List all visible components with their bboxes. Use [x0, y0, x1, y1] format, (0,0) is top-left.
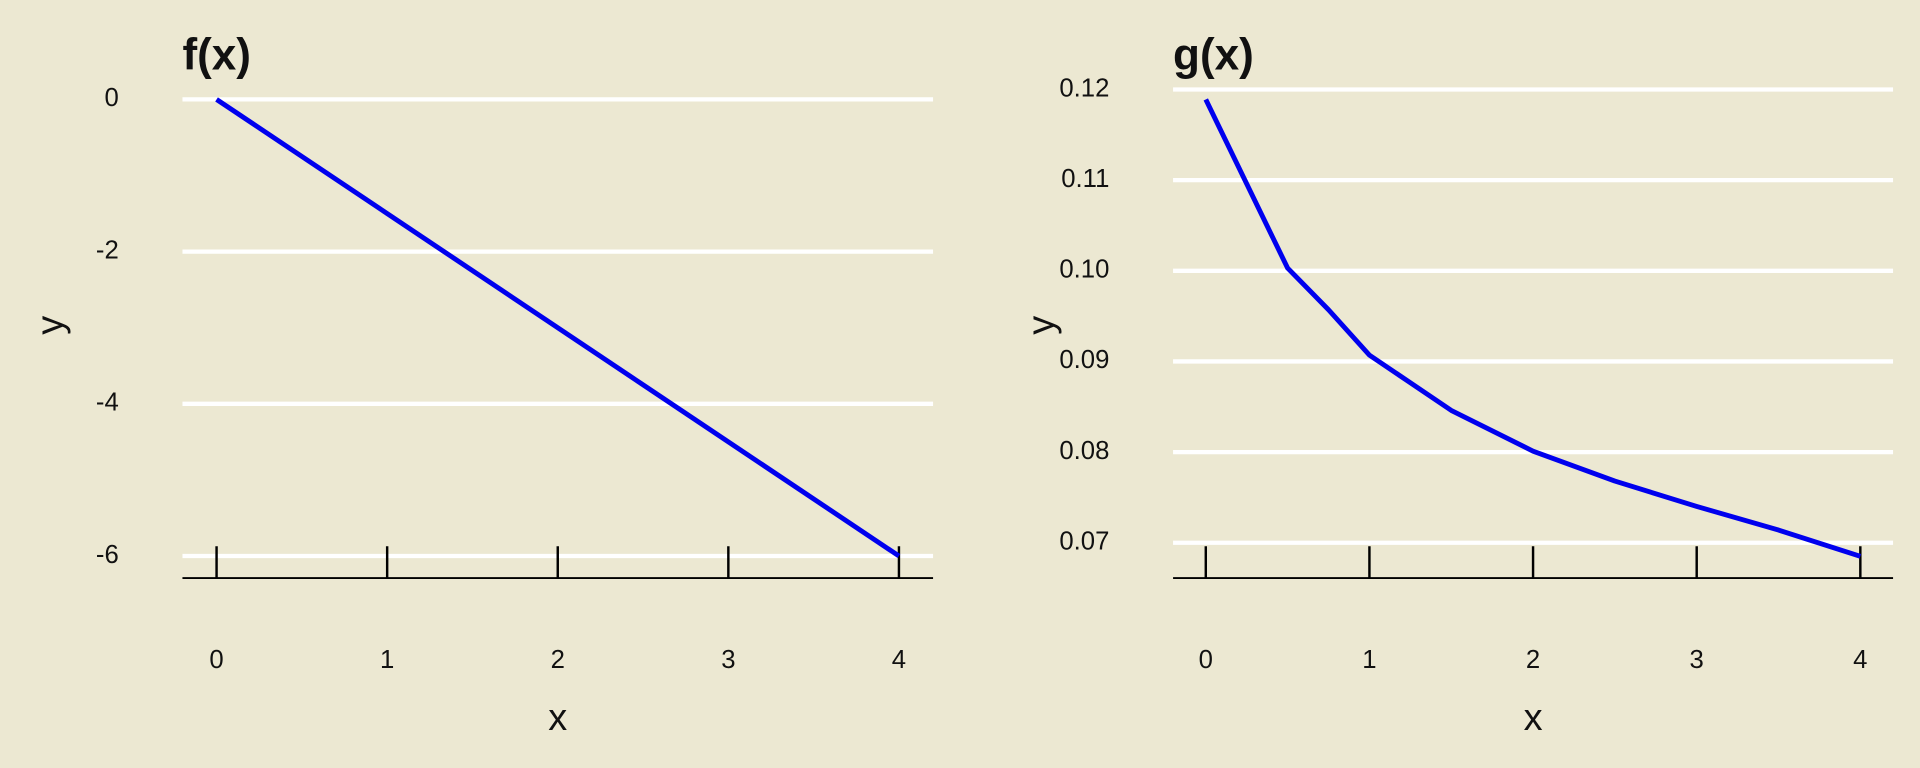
- x-tick-label: 0: [1199, 646, 1213, 674]
- y-tick-label: -6: [96, 541, 119, 569]
- x-tick-label: 4: [892, 646, 906, 674]
- x-axis-label: x: [1524, 697, 1543, 739]
- y-axis-label: y: [1020, 316, 1062, 335]
- data-line: [1203, 98, 1862, 559]
- y-tick-label: 0.12: [1059, 74, 1109, 102]
- y-tick-label: -2: [96, 236, 119, 264]
- data-line: [215, 97, 901, 559]
- x-tick-label: 1: [380, 646, 394, 674]
- x-tick-label: 4: [1853, 646, 1867, 674]
- x-tick-label: 3: [1690, 646, 1704, 674]
- y-tick-label: 0: [104, 84, 118, 112]
- x-tick-label: 2: [1526, 646, 1540, 674]
- x-tick-label: 1: [1362, 646, 1376, 674]
- x-tick-label: 0: [209, 646, 223, 674]
- y-tick-label: 0.10: [1059, 256, 1109, 284]
- y-tick-label: 0.09: [1059, 346, 1109, 374]
- x-tick-label: 3: [721, 646, 735, 674]
- y-tick-label: 0.08: [1059, 437, 1109, 465]
- y-tick-label: 0.11: [1061, 165, 1109, 193]
- y-tick-label: -4: [96, 389, 119, 417]
- chart-title: g(x): [1173, 30, 1254, 79]
- y-axis-label: y: [30, 316, 72, 335]
- x-tick-label: 2: [551, 646, 565, 674]
- chart-title: f(x): [182, 30, 251, 79]
- x-axis-label: x: [548, 697, 567, 739]
- y-tick-label: 0.07: [1059, 528, 1109, 556]
